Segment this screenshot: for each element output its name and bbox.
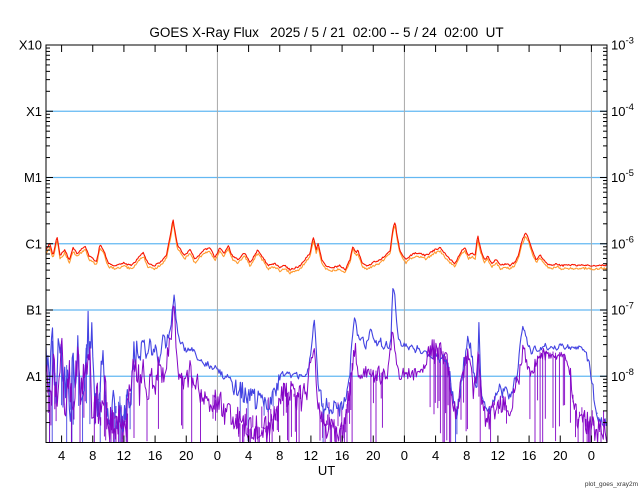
watermark-script-name: plot_goes_xray2m — [584, 481, 638, 488]
y-label-M1: M1 — [24, 170, 42, 185]
y-label-X1: X1 — [26, 104, 42, 119]
y-axis-labels-right: 10-3 10-4 10-5 10-6 10-7 10-8 — [611, 36, 634, 384]
x-tick-label: 8 — [463, 448, 470, 463]
x-tick-label: 4 — [58, 448, 65, 463]
y-label-10e-8: 10-8 — [611, 367, 634, 384]
x-tick-label: 20 — [553, 448, 567, 463]
x-tick-label: 16 — [522, 448, 536, 463]
y-label-10e-6: 10-6 — [611, 234, 634, 251]
series-xray_short_primary — [46, 288, 607, 433]
x-tick-label: 20 — [179, 448, 193, 463]
chart-title: GOES X-Ray Flux 2025 / 5 / 21 02:00 -- 5… — [149, 25, 504, 40]
decade-gridlines — [46, 110, 607, 377]
x-tick-label: 8 — [89, 448, 96, 463]
x-tick-label: 0 — [588, 448, 595, 463]
x-axis-title: UT — [317, 463, 336, 478]
y-label-X10: X10 — [19, 38, 42, 53]
y-label-10e-7: 10-7 — [611, 301, 634, 318]
y-label-C1: C1 — [25, 236, 42, 251]
x-tick-label: 20 — [366, 448, 380, 463]
x-tick-label: 12 — [304, 448, 318, 463]
series-xray_long_secondary — [46, 221, 607, 275]
y-label-10e-3: 10-3 — [611, 36, 634, 53]
y-label-10e-5: 10-5 — [611, 168, 634, 185]
x-tick-label: 8 — [276, 448, 283, 463]
y-label-B1: B1 — [26, 303, 42, 318]
x-tick-label: 12 — [117, 448, 131, 463]
y-label-10e-4: 10-4 — [611, 102, 634, 119]
y-axis-ticks — [46, 44, 607, 443]
x-axis-tick-labels: 4 8 12 16 20 0 4 8 12 16 20 0 4 8 12 16 20 0 — [58, 448, 595, 463]
series-xray_long_primary — [46, 219, 607, 271]
x-tick-label: 16 — [148, 448, 162, 463]
x-tick-label: 16 — [335, 448, 349, 463]
x-tick-label: 4 — [245, 448, 252, 463]
series-xray_short_secondary — [46, 305, 607, 443]
x-axis-ticks — [61, 45, 592, 443]
y-label-A1: A1 — [26, 369, 42, 384]
y-axis-labels-left: X10 X1 M1 C1 B1 A1 — [19, 38, 42, 384]
x-tick-label: 12 — [491, 448, 505, 463]
x-tick-label: 4 — [432, 448, 439, 463]
x-tick-label: 0 — [214, 448, 221, 463]
x-tick-label: 0 — [401, 448, 408, 463]
series-layer — [46, 219, 607, 443]
